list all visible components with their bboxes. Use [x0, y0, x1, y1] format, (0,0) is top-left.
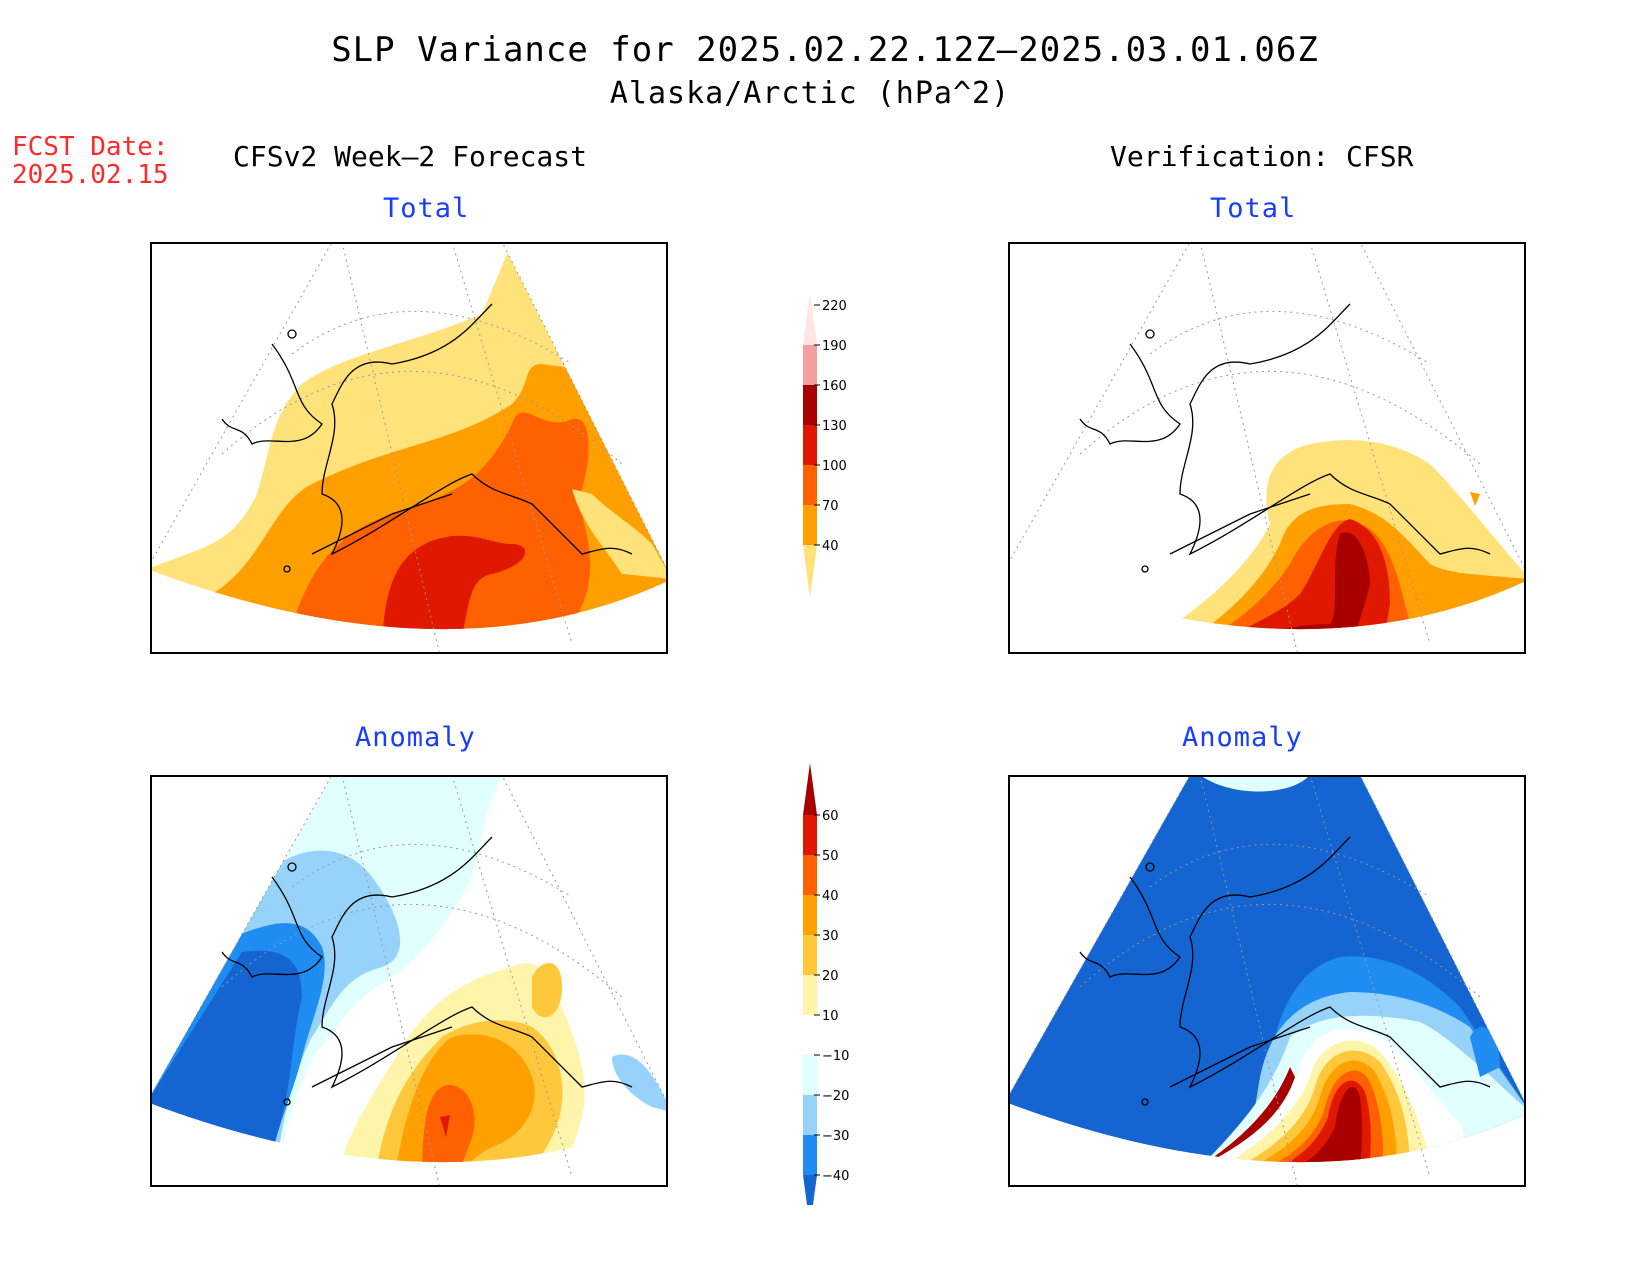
fcst-date-label: FCST Date: — [12, 132, 169, 162]
anomaly-colorbar-label-6: 30 — [822, 929, 839, 944]
total-colorbar-swatch-6 — [803, 293, 817, 345]
total-colorbar-label-1: 70 — [822, 499, 839, 514]
anomaly-colorbar-swatch-3 — [803, 1055, 817, 1095]
forecast-total-title: Total — [383, 193, 470, 224]
total-colorbar-swatch-2 — [803, 465, 817, 505]
contour-40b — [422, 1085, 475, 1163]
total-colorbar-swatch-4 — [803, 385, 817, 425]
total-colorbar-swatch-1 — [803, 505, 817, 545]
anomaly-colorbar-swatch-7 — [803, 895, 817, 935]
anomaly-colorbar: −40 −30 −20 −10 10 20 30 40 50 60 — [803, 763, 849, 1205]
total-colorbar-label-0: 40 — [822, 539, 839, 554]
total-colorbar: 40 70 100 130 160 190 220 — [803, 293, 847, 597]
anomaly-colorbar-label-8: 50 — [822, 849, 839, 864]
total-colorbar-label-4: 160 — [822, 379, 847, 394]
anomaly-colorbar-swatch-0 — [803, 1175, 817, 1205]
coastline — [1079, 303, 1491, 573]
anomaly-colorbar-label-2: −20 — [822, 1089, 849, 1104]
anomaly-colorbar-swatch-2 — [803, 1095, 817, 1135]
forecast-column-heading: CFSv2 Week–2 Forecast — [233, 140, 588, 173]
total-colorbar-label-3: 130 — [822, 419, 847, 434]
total-colorbar-swatch-0 — [803, 545, 817, 597]
contour-60 — [1215, 1080, 1371, 1163]
verification-column-heading: Verification: CFSR — [1110, 140, 1414, 173]
contour-130 — [382, 535, 526, 630]
anomaly-colorbar-swatch-4 — [803, 1015, 817, 1055]
coastline — [1079, 836, 1491, 1106]
contour-190 — [1220, 642, 1320, 652]
verification-total-title: Total — [1210, 193, 1297, 224]
coastline — [221, 303, 633, 573]
graticule — [152, 244, 666, 652]
verification-anomaly-map — [1008, 775, 1526, 1187]
total-colorbar-swatch-3 — [803, 425, 817, 465]
anomaly-colorbar-swatch-9 — [803, 815, 817, 855]
anomaly-colorbar-label-4: 10 — [822, 1009, 839, 1024]
forecast-total-map — [150, 242, 668, 654]
forecast-anomaly-map — [150, 775, 668, 1187]
fcst-date-value: 2025.02.15 — [12, 160, 169, 190]
anomaly-colorbar-label-1: −30 — [822, 1129, 849, 1144]
total-colorbar-label-5: 190 — [822, 339, 847, 354]
map-subtitle: Alaska/Arctic (hPa^2) — [609, 76, 1011, 111]
anomaly-colorbar-swatch-8 — [803, 855, 817, 895]
anomaly-colorbar-label-0: −40 — [822, 1169, 849, 1184]
coastline — [221, 836, 633, 1106]
contour-70b — [572, 489, 666, 579]
anomaly-colorbar-label-9: 60 — [822, 809, 839, 824]
graticule — [1010, 777, 1524, 1185]
forecast-anomaly-title: Anomaly — [355, 722, 476, 753]
anomaly-colorbar-swatch-10 — [803, 763, 817, 815]
graticule — [1010, 244, 1524, 652]
total-colorbar-label-6: 220 — [822, 299, 847, 314]
total-colorbar-swatch-5 — [803, 345, 817, 385]
map-title: SLP Variance for 2025.02.22.12Z–2025.03.… — [331, 30, 1319, 70]
contour-neg40 — [152, 950, 302, 1163]
anomaly-colorbar-label-3: −10 — [822, 1049, 849, 1064]
anomaly-colorbar-label-5: 20 — [822, 969, 839, 984]
verification-total-map — [1008, 242, 1526, 654]
total-colorbar-label-2: 100 — [822, 459, 847, 474]
anomaly-colorbar-label-7: 40 — [822, 889, 839, 904]
verification-anomaly-title: Anomaly — [1182, 722, 1303, 753]
anomaly-colorbar-swatch-5 — [803, 975, 817, 1015]
contour-50 — [440, 1115, 450, 1137]
anomaly-colorbar-swatch-1 — [803, 1135, 817, 1175]
anomaly-colorbar-swatch-6 — [803, 935, 817, 975]
contour-100 — [282, 412, 591, 630]
graticule — [152, 777, 666, 1185]
